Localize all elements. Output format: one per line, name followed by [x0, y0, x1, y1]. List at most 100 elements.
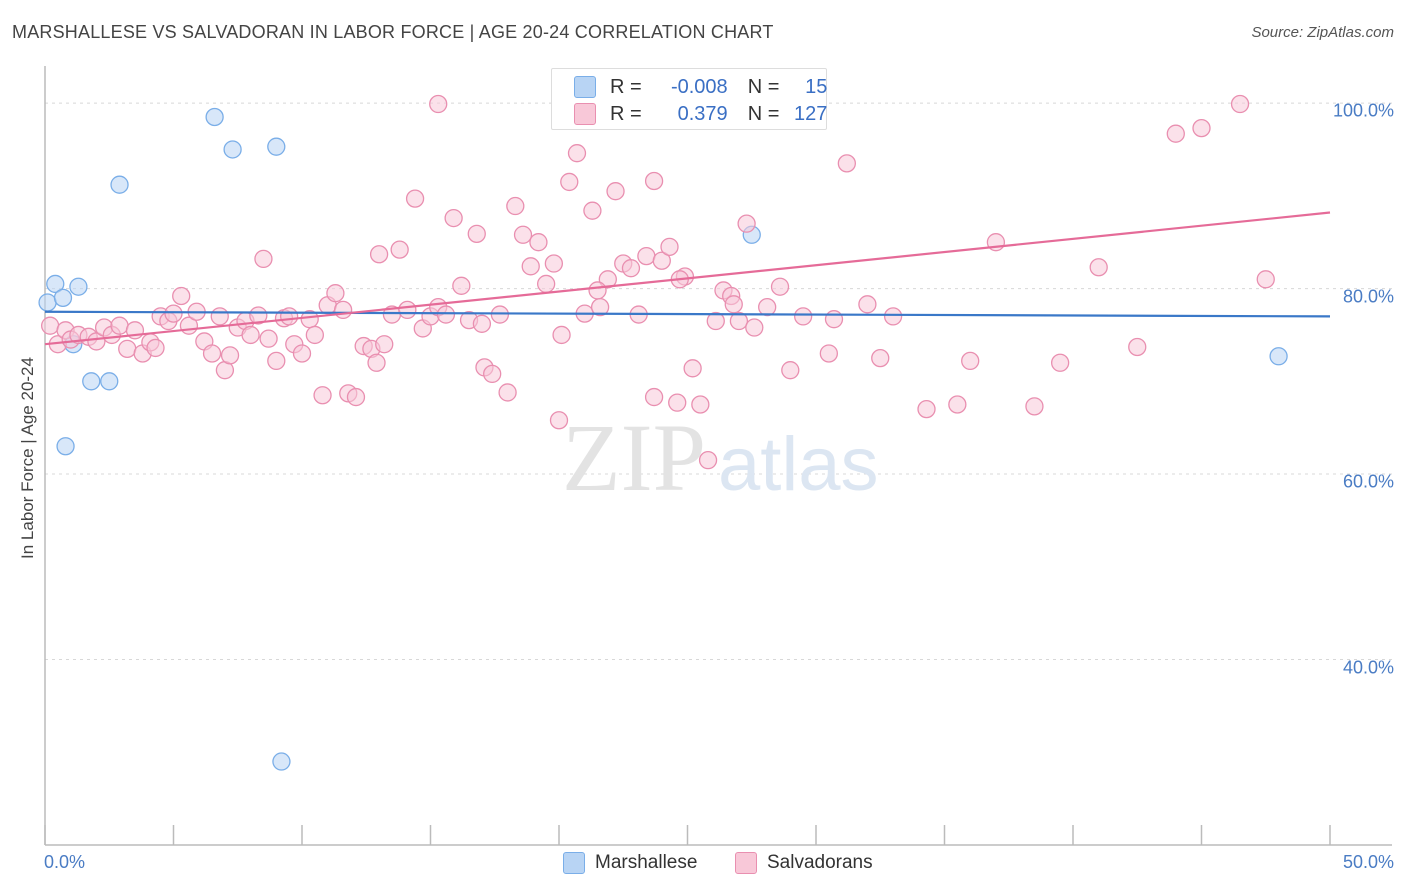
salvadorans-point — [837, 154, 856, 173]
salvadorans-legend-label: Salvadorans — [767, 852, 873, 873]
marshallese-legend-swatch — [563, 852, 585, 874]
salvadorans-point — [249, 306, 268, 325]
salvadorans-point — [858, 295, 877, 314]
n-label: N = — [747, 75, 780, 98]
salvadorans-swatch — [574, 103, 596, 125]
salvadorans-point — [110, 316, 129, 335]
salvadorans-point — [326, 284, 345, 303]
marshallese-point — [1269, 347, 1288, 366]
salvadorans-point — [660, 237, 679, 256]
chart-source: Source: ZipAtlas.com — [1251, 24, 1394, 41]
r-value: 0.379 — [677, 102, 728, 125]
salvadorans-point — [637, 246, 656, 266]
salvadorans-point — [346, 387, 366, 407]
salvadorans-point — [375, 335, 394, 354]
n-label: N = — [747, 102, 780, 125]
salvadorans-point — [254, 249, 273, 269]
salvadorans-point — [567, 144, 587, 163]
salvadorans-point — [758, 297, 777, 317]
chart-title: MARSHALLESE VS SALVADORAN IN LABOR FORCE… — [12, 22, 774, 42]
legend-item-salvadorans: Salvadorans — [735, 852, 873, 874]
salvadorans-point — [588, 281, 607, 300]
salvadorans-point — [824, 310, 844, 329]
salvadorans-point — [483, 364, 502, 384]
salvadorans-point — [706, 311, 725, 331]
salvadorans-point — [948, 395, 967, 414]
salvadorans-point — [210, 307, 229, 326]
marshallese-point — [82, 372, 101, 391]
salvadorans-point — [644, 171, 664, 191]
salvadorans-point — [429, 94, 448, 114]
salvadorans-point — [1192, 118, 1211, 138]
salvadorans-point — [549, 411, 569, 430]
salvadorans-point — [883, 307, 903, 326]
salvadorans-point — [1128, 337, 1147, 357]
salvadorans-point — [583, 201, 602, 220]
salvadorans-point — [498, 383, 517, 402]
salvadorans-point — [390, 240, 409, 259]
salvadorans-point — [333, 300, 353, 320]
salvadorans-point — [770, 277, 790, 296]
x-tick-label-min: 0.0% — [44, 852, 86, 872]
salvadorans-point — [544, 254, 564, 273]
salvadorans-point — [871, 348, 890, 368]
salvadorans-point — [917, 399, 936, 419]
y-tick-label: 60.0% — [1342, 471, 1394, 492]
salvadorans-point — [398, 300, 417, 320]
salvadorans-point — [267, 351, 286, 371]
salvadorans-point — [691, 395, 710, 414]
salvadorans-point — [683, 359, 702, 378]
marshallese-point — [46, 274, 65, 294]
marshallese-legend-label: Marshallese — [595, 852, 698, 873]
marshallese-point — [205, 107, 224, 127]
salvadorans-point — [220, 346, 240, 365]
salvadorans-point — [781, 361, 800, 380]
marshallese-point — [110, 175, 129, 194]
watermark-atlas: atlas — [718, 422, 879, 507]
salvadorans-point — [405, 189, 425, 208]
salvadorans-point — [305, 325, 325, 345]
r-label: R = — [610, 102, 642, 125]
salvadorans-point — [819, 344, 838, 363]
salvadorans-point — [737, 214, 756, 233]
salvadorans-point — [241, 325, 260, 345]
salvadorans-point — [259, 329, 278, 348]
salvadorans-point — [367, 353, 386, 372]
watermark-zip: ZIP — [562, 404, 706, 511]
salvadorans-point — [444, 208, 463, 228]
salvadorans-point — [1025, 397, 1044, 416]
salvadorans-point — [794, 307, 813, 326]
x-tick-label-max: 50.0% — [1342, 852, 1394, 872]
salvadorans-legend-swatch — [735, 852, 757, 874]
salvadorans-point — [164, 304, 183, 323]
salvadorans-point — [40, 316, 60, 335]
salvadorans-point — [118, 339, 137, 359]
legend-item-marshallese: Marshallese — [563, 852, 697, 874]
salvadorans-point — [529, 233, 548, 252]
salvadorans-point — [369, 245, 389, 264]
marshallese-point — [56, 437, 75, 456]
salvadorans-point — [1256, 270, 1275, 289]
y-tick-label: 100.0% — [1332, 100, 1394, 121]
marshallese-trend-line — [44, 310, 1331, 318]
salvadorans-point — [745, 318, 764, 337]
salvadorans-point — [644, 387, 664, 407]
marshallese-point — [38, 293, 57, 312]
salvadorans-point — [1051, 353, 1070, 372]
n-value: 15 — [805, 75, 828, 98]
r-value: -0.008 — [670, 75, 728, 98]
marshallese-point — [223, 140, 242, 159]
salvadorans-point — [202, 344, 222, 363]
salvadorans-point — [279, 307, 299, 326]
salvadorans-point — [1089, 258, 1108, 277]
salvadorans-point — [668, 393, 687, 412]
salvadorans-point — [490, 305, 510, 324]
salvadorans-point — [452, 276, 471, 295]
salvadorans-point — [513, 225, 533, 244]
salvadorans-point — [146, 338, 165, 358]
salvadorans-point — [652, 251, 671, 270]
marshallese-point — [100, 372, 119, 391]
marshallese-point — [69, 277, 88, 296]
salvadorans-point — [436, 305, 456, 324]
